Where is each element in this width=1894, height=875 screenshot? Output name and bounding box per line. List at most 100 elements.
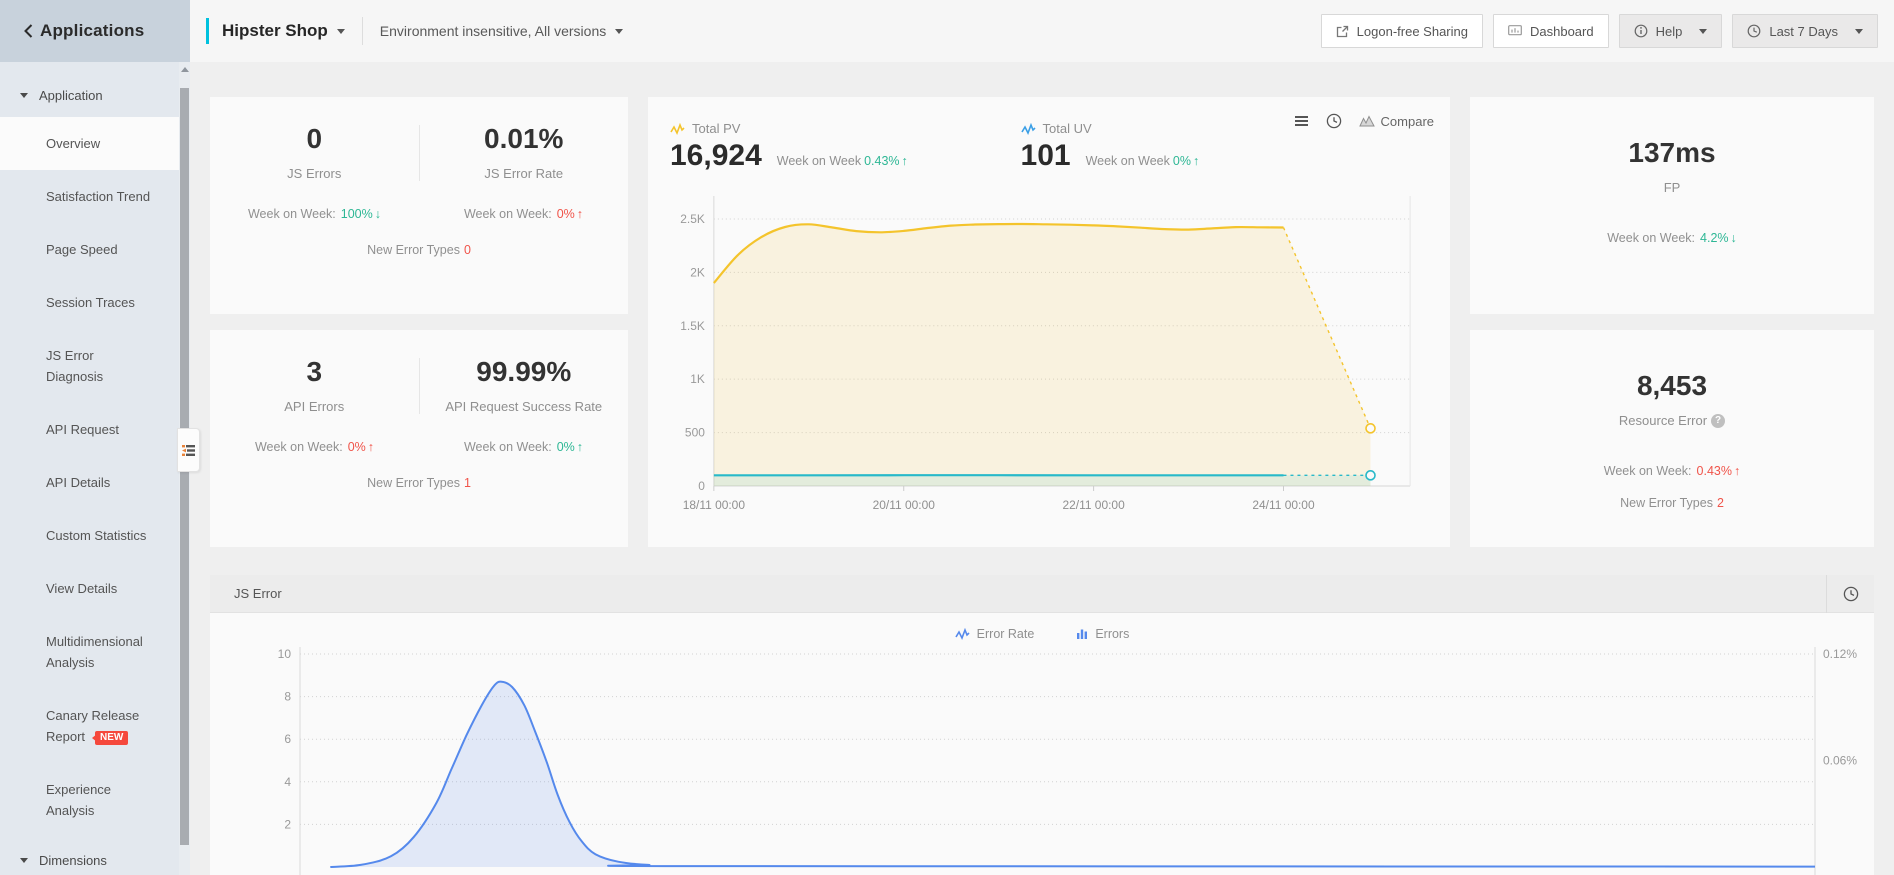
wow-value: 0.43% ↑ bbox=[1696, 464, 1741, 478]
footer-label: New Error Types bbox=[367, 243, 460, 257]
sidebar-collapse-handle[interactable] bbox=[177, 428, 200, 472]
help-button[interactable]: Help bbox=[1618, 14, 1723, 48]
left-stat-column: 0 JS Errors 0.01% JS Error Rate Week on … bbox=[210, 97, 628, 547]
legend-error-rate[interactable]: Error Rate bbox=[954, 627, 1035, 641]
wow-label: Week on Week: bbox=[463, 440, 552, 454]
js-error-trend-chart: 10 8 6 4 2 0.12% 0.06% bbox=[278, 647, 1857, 875]
share-external-icon bbox=[1336, 25, 1349, 38]
sidebar-item-canary-release-report[interactable]: Canary Release Report NEW bbox=[0, 689, 190, 763]
wow-value: 0% ↑ bbox=[347, 440, 375, 454]
trend-arrow-icon: ↑ bbox=[576, 207, 584, 221]
legend-label: Error Rate bbox=[976, 627, 1035, 641]
errors-bar-icon bbox=[1076, 628, 1088, 640]
footer-value: 0 bbox=[463, 243, 471, 257]
fp-card: 137ms FP Week on Week: 4.2% ↓ bbox=[1470, 97, 1874, 314]
collapse-panel-icon bbox=[182, 444, 195, 457]
compare-action[interactable]: Compare bbox=[1358, 114, 1434, 129]
clock-icon bbox=[1747, 24, 1761, 38]
sidebar-group-application[interactable]: Application bbox=[0, 72, 190, 117]
legend-errors[interactable]: Errors bbox=[1076, 627, 1129, 641]
js-error-card: 0 JS Errors 0.01% JS Error Rate Week on … bbox=[210, 97, 628, 314]
uv-wow: Week on Week 0% ↑ bbox=[1085, 154, 1200, 168]
js-error-section: JS Error Error Rate bbox=[210, 574, 1874, 875]
fp-value: 137ms bbox=[1628, 137, 1716, 168]
js-errors-wow: Week on Week: 100% ↓ bbox=[210, 207, 419, 221]
trend-arrow-icon: ↓ bbox=[374, 207, 381, 221]
total-uv-metric: Total UV 101 Week on Week 0% ↑ bbox=[1021, 121, 1372, 174]
app-name-dropdown[interactable]: Hipster Shop bbox=[222, 21, 328, 40]
svg-text:0.06%: 0.06% bbox=[1823, 754, 1857, 768]
new-error-types: New Error Types 1 bbox=[210, 476, 628, 490]
js-error-rate-value: 0.01% bbox=[484, 123, 564, 154]
sidebar-back-header[interactable]: Applications bbox=[0, 0, 190, 62]
sidebar-item-js-error-diagnosis[interactable]: JS Error Diagnosis bbox=[0, 329, 190, 403]
svg-text:0.12%: 0.12% bbox=[1823, 647, 1857, 661]
sidebar-item-label: Page Speed bbox=[46, 242, 118, 257]
button-label: Dashboard bbox=[1529, 23, 1594, 39]
svg-text:0: 0 bbox=[698, 479, 705, 493]
sidebar-item-api-details[interactable]: API Details bbox=[0, 456, 190, 509]
fp-wow: Week on Week: 4.2% ↓ bbox=[1607, 231, 1737, 245]
sidebar-item-view-details[interactable]: View Details bbox=[0, 562, 190, 615]
environment-dropdown[interactable]: Environment insensitive, All versions bbox=[379, 23, 607, 39]
dashboard-button[interactable]: Dashboard bbox=[1492, 14, 1609, 48]
sidebar-item-multidimensional-analysis[interactable]: Multidimensional Analysis bbox=[0, 615, 190, 689]
clock-icon bbox=[1843, 586, 1859, 602]
pv-label: Total PV bbox=[692, 121, 741, 136]
section-clock-button[interactable] bbox=[1826, 574, 1874, 613]
compare-icon bbox=[1358, 115, 1375, 127]
resource-error-label: Resource Error bbox=[1618, 413, 1708, 428]
sidebar-item-label: JS Error Diagnosis bbox=[46, 348, 104, 384]
wow-value: 100% ↓ bbox=[340, 207, 381, 221]
sidebar-item-overview[interactable]: Overview bbox=[0, 117, 190, 170]
svg-text:4: 4 bbox=[284, 775, 291, 789]
total-pv-metric: Total PV 16,924 Week on Week 0.43% ↑ bbox=[670, 121, 1021, 174]
sidebar-item-label: Overview bbox=[46, 136, 101, 151]
wow-label: Week on Week: bbox=[254, 440, 343, 454]
new-error-types: New Error Types 2 bbox=[1620, 496, 1724, 510]
list-view-icon[interactable] bbox=[1294, 115, 1309, 127]
api-success-wow: Week on Week: 0% ↑ bbox=[419, 440, 628, 454]
js-error-legend: Error Rate Errors bbox=[210, 613, 1874, 641]
sidebar-item-page-speed[interactable]: Page Speed bbox=[0, 223, 190, 276]
sidebar-item-api-request[interactable]: API Request bbox=[0, 403, 190, 456]
sidebar-item-session-traces[interactable]: Session Traces bbox=[0, 276, 190, 329]
fp-label: FP bbox=[1663, 180, 1681, 195]
js-errors-stat: 0 JS Errors bbox=[210, 123, 419, 183]
caret-down-icon bbox=[20, 858, 28, 863]
wow-label: Week on Week: bbox=[463, 207, 552, 221]
chevron-down-icon[interactable] bbox=[336, 28, 345, 34]
help-question-icon[interactable]: ? bbox=[1711, 414, 1726, 428]
topbar-actions: Logon-free Sharing Dashboard Help Last bbox=[1320, 14, 1878, 48]
sidebar-title: Applications bbox=[40, 21, 145, 40]
trend-arrow-icon: ↑ bbox=[576, 440, 584, 454]
content: 0 JS Errors 0.01% JS Error Rate Week on … bbox=[190, 62, 1894, 875]
js-error-rate-stat: 0.01% JS Error Rate bbox=[420, 123, 629, 183]
sidebar-item-label: View Details bbox=[46, 581, 118, 596]
time-clock-icon[interactable] bbox=[1326, 113, 1342, 129]
scroll-up-arrow-icon[interactable] bbox=[179, 62, 190, 76]
svg-text:10: 10 bbox=[278, 647, 292, 661]
sidebar-item-label: Experience Analysis bbox=[46, 782, 112, 818]
button-label: Last 7 Days bbox=[1769, 23, 1838, 39]
sidebar-item-custom-statistics[interactable]: Custom Statistics bbox=[0, 509, 190, 562]
wow-label: Week on Week: bbox=[1607, 231, 1696, 245]
sidebar-item-experience-analysis[interactable]: Experience Analysis bbox=[0, 763, 190, 837]
time-range-button[interactable]: Last 7 Days bbox=[1732, 14, 1878, 48]
svg-text:6: 6 bbox=[284, 732, 291, 746]
svg-text:8: 8 bbox=[284, 690, 291, 704]
svg-text:1K: 1K bbox=[690, 372, 705, 386]
chart-actions: Compare bbox=[1294, 113, 1434, 129]
uv-trend-icon bbox=[1020, 122, 1036, 135]
logon-free-sharing-button[interactable]: Logon-free Sharing bbox=[1320, 14, 1483, 48]
sidebar-item-label: API Details bbox=[46, 475, 111, 490]
button-label: Logon-free Sharing bbox=[1356, 23, 1468, 39]
chevron-down-icon[interactable] bbox=[615, 28, 624, 34]
api-errors-wow: Week on Week: 0% ↑ bbox=[210, 440, 419, 454]
sidebar-group-dimensions[interactable]: Dimensions bbox=[0, 837, 190, 875]
api-errors-stat: 3 API Errors bbox=[210, 356, 419, 416]
chevron-down-icon bbox=[1699, 28, 1708, 34]
divider bbox=[418, 125, 420, 181]
sidebar-item-satisfaction-trend[interactable]: Satisfaction Trend bbox=[0, 170, 190, 223]
footer-label: New Error Types bbox=[367, 476, 460, 490]
